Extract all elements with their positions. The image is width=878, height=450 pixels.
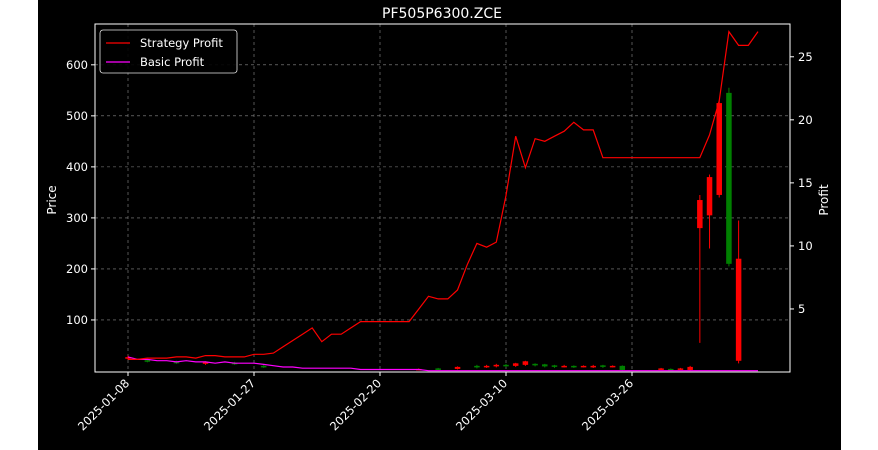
candle-body (173, 361, 180, 364)
legend-box (99, 29, 238, 74)
right-axis-ticks: 5 10 15 20 25 (790, 50, 813, 316)
candle-body (697, 200, 703, 229)
x-tick-label: 2025-03-26 (579, 376, 636, 433)
x-tick-label: 2025-01-08 (75, 376, 132, 433)
chart-figure: 100 200 300 400 500 600 5 10 15 20 25 2025-01-08 2… (38, 0, 841, 450)
right-tick-label: 15 (798, 176, 813, 190)
left-tick-label: 400 (66, 160, 88, 174)
left-tick-label: 200 (66, 262, 88, 276)
candle-body (260, 365, 267, 368)
right-tick-label: 10 (798, 239, 813, 253)
x-tick-label: 2025-02-20 (327, 376, 384, 433)
left-tick-label: 100 (66, 313, 88, 327)
candle-body (726, 92, 732, 264)
candle-body (687, 366, 693, 370)
right-tick-label: 25 (798, 50, 813, 64)
candlestick-layer (125, 87, 742, 371)
candle-body (542, 364, 548, 367)
candle-body (600, 365, 606, 367)
candle-body (532, 363, 538, 366)
candle-body (144, 360, 151, 362)
left-tick-label: 300 (66, 211, 88, 225)
x-axis-ticks: 2025-01-08 2025-01-27 2025-02-20 2025-03-10… (75, 372, 636, 433)
candle-body (609, 365, 616, 368)
candle-body (512, 363, 519, 366)
candle-body (561, 365, 567, 368)
left-axis-ticks: 100 200 300 400 500 600 (66, 58, 95, 327)
legend-label-strategy: Strategy Profit (140, 36, 223, 50)
candle-body (580, 365, 587, 368)
candle-body (716, 103, 722, 195)
candle-body (503, 364, 509, 367)
legend: Strategy Profit Basic Profit (99, 29, 238, 74)
candle-body (493, 364, 500, 367)
chart-title: PF505P6300.ZCE (382, 6, 502, 22)
plot-frame (94, 23, 791, 373)
candle-body (668, 368, 674, 371)
candle-body (677, 368, 684, 370)
right-tick-label: 20 (798, 113, 813, 127)
candle-body (619, 365, 626, 370)
basic-profit-line (127, 356, 758, 372)
x-tick-label: 2025-03-10 (453, 376, 510, 433)
candle-body (202, 362, 209, 364)
left-axis-label: Price (45, 185, 59, 214)
candle-body (454, 366, 461, 369)
candle-body (658, 368, 664, 370)
candle-body (435, 368, 441, 370)
candle-body (125, 357, 131, 359)
candle-body (706, 177, 713, 216)
candle-body (474, 365, 480, 368)
candle-body (522, 361, 529, 365)
strategy-profit-line (128, 30, 759, 360)
left-tick-label: 500 (66, 109, 88, 123)
right-axis-label: Profit (817, 184, 831, 216)
left-tick-label: 600 (66, 58, 88, 72)
candle-body (483, 365, 490, 368)
right-tick-label: 5 (798, 302, 805, 316)
candle-body (551, 365, 558, 367)
candle-body (590, 365, 596, 368)
legend-label-basic: Basic Profit (140, 55, 205, 69)
candle-body (571, 365, 577, 368)
candle-body (735, 258, 742, 361)
grid-layer (95, 24, 790, 372)
x-tick-label: 2025-01-27 (201, 376, 258, 433)
